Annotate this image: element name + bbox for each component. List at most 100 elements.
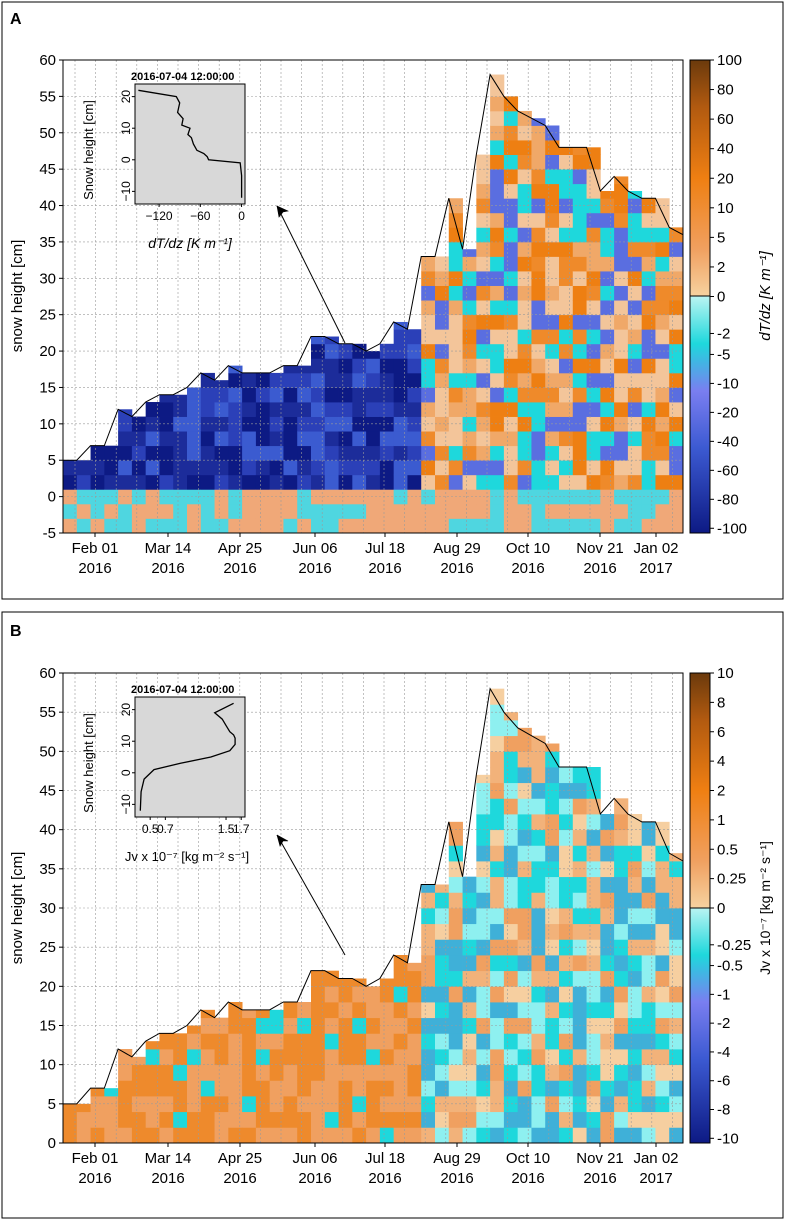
heatmap-cell <box>517 212 532 228</box>
colorbar-tick-label: 0.25 <box>717 871 746 888</box>
x-tick-year: 2016 <box>368 1170 401 1187</box>
heatmap-cell <box>173 402 188 417</box>
y-tick-label: 10 <box>39 416 56 433</box>
heatmap-cell <box>352 1033 367 1050</box>
heatmap-cell <box>531 1033 546 1050</box>
heatmap-cell <box>311 387 326 403</box>
heatmap-cell <box>476 227 491 243</box>
heatmap-cell <box>559 876 574 893</box>
heatmap-cell <box>448 402 463 417</box>
heatmap-cell <box>187 474 202 490</box>
heatmap-cell <box>669 518 684 534</box>
heatmap-cell <box>421 1080 436 1097</box>
heatmap-cell <box>173 1049 188 1066</box>
heatmap-cell <box>242 1080 257 1097</box>
heatmap-cell <box>586 1096 601 1113</box>
heatmap-cell <box>545 140 560 155</box>
heatmap-cell <box>379 416 395 432</box>
heatmap-cell <box>490 241 505 257</box>
heatmap-cell <box>627 955 643 972</box>
heatmap-cell <box>159 503 174 519</box>
panel-b-inset-box <box>134 696 246 818</box>
heatmap-cell <box>159 474 174 490</box>
heatmap-cell <box>572 358 587 374</box>
heatmap-cell <box>435 908 450 925</box>
heatmap-cell <box>572 402 587 417</box>
heatmap-cell <box>393 460 408 476</box>
heatmap-cell <box>641 845 656 862</box>
heatmap-cell <box>517 1064 532 1081</box>
heatmap-cell <box>476 814 491 831</box>
heatmap-cell <box>531 908 546 925</box>
heatmap-cell <box>118 416 133 432</box>
heatmap-cell <box>200 1080 215 1097</box>
heatmap-cell <box>118 1049 133 1066</box>
heatmap-cell <box>600 212 615 228</box>
y-tick-label: 40 <box>39 822 56 839</box>
x-tick-year: 2017 <box>639 1170 672 1187</box>
heatmap-cell <box>352 431 367 447</box>
heatmap-cell <box>531 256 546 272</box>
heatmap-cell <box>614 1080 629 1097</box>
heatmap-cell <box>531 198 546 214</box>
heatmap-cell <box>517 314 532 330</box>
heatmap-cell <box>559 767 574 784</box>
heatmap-cell <box>379 1017 395 1034</box>
heatmap-cell <box>311 1127 326 1144</box>
heatmap-cell <box>627 285 643 301</box>
heatmap-cell <box>503 431 519 447</box>
heatmap-cell <box>545 518 560 534</box>
heatmap-cell <box>572 923 587 940</box>
heatmap-cell <box>655 1080 670 1097</box>
heatmap-cell <box>669 1080 684 1097</box>
x-tick-label: Jan 02 <box>633 1150 678 1167</box>
heatmap-cell <box>283 1017 298 1034</box>
heatmap-cell <box>173 460 188 476</box>
heatmap-cell <box>173 1080 188 1097</box>
heatmap-cell <box>669 955 684 972</box>
heatmap-cell <box>517 358 532 374</box>
heatmap-cell <box>641 986 656 1003</box>
heatmap-cell <box>503 986 519 1003</box>
heatmap-cell <box>614 986 629 1003</box>
heatmap-cell <box>173 474 188 490</box>
heatmap-cell <box>531 751 546 768</box>
heatmap-cell <box>517 735 532 752</box>
heatmap-cell <box>255 372 271 388</box>
heatmap-cell <box>627 1080 643 1097</box>
heatmap-cell <box>600 1127 615 1144</box>
heatmap-cell <box>600 285 615 301</box>
heatmap-cell <box>435 1033 450 1050</box>
heatmap-cell <box>311 416 326 432</box>
heatmap-cell <box>421 329 436 345</box>
heatmap-cell <box>462 387 477 403</box>
heatmap-cell <box>242 503 257 519</box>
heatmap-cell <box>393 1127 408 1144</box>
heatmap-cell <box>669 445 684 461</box>
heatmap-cell <box>503 227 519 243</box>
heatmap-cell <box>627 1096 643 1113</box>
heatmap-cell <box>448 227 463 243</box>
y-tick-label: 5 <box>48 1096 56 1113</box>
x-tick-year: 2016 <box>368 560 401 577</box>
heatmap-cell <box>490 474 505 490</box>
heatmap-cell <box>366 1033 381 1050</box>
heatmap-cell <box>614 314 629 330</box>
heatmap-cell <box>283 460 298 476</box>
heatmap-cell <box>462 358 477 374</box>
heatmap-cell <box>641 923 656 940</box>
heatmap-cell <box>311 1017 326 1034</box>
heatmap-cell <box>476 474 491 490</box>
heatmap-cell <box>490 358 505 374</box>
x-tick-year: 2016 <box>440 560 473 577</box>
heatmap-cell <box>476 460 491 476</box>
y-tick-label: 50 <box>39 125 56 142</box>
heatmap-cell <box>462 970 477 987</box>
heatmap-cell <box>586 387 601 403</box>
heatmap-cell <box>627 256 643 272</box>
heatmap-cell <box>669 892 684 909</box>
heatmap-cell <box>517 751 532 768</box>
heatmap-cell <box>641 402 656 417</box>
heatmap-cell <box>627 986 643 1003</box>
heatmap-cell <box>600 227 615 243</box>
